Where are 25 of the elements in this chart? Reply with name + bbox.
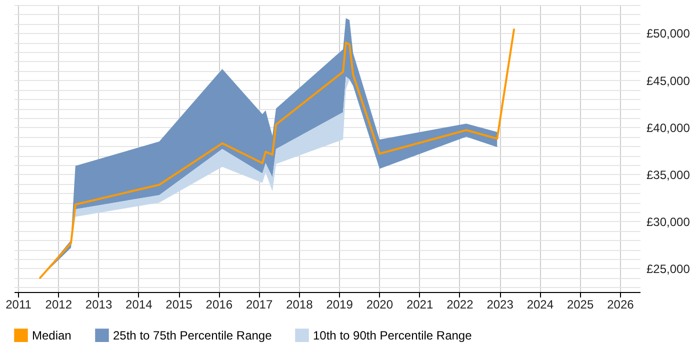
x-tick-label: 2014 — [126, 298, 153, 312]
x-tick-label: 2018 — [286, 298, 314, 312]
x-tick-label: 2026 — [607, 298, 634, 312]
x-tick-label: 2017 — [246, 298, 273, 312]
y-tick-label: £30,000 — [646, 214, 690, 229]
x-tick-label: 2013 — [85, 298, 112, 312]
x-tick-label: 2020 — [366, 298, 394, 312]
legend-label: Median — [32, 328, 72, 342]
x-tick-label: 2015 — [166, 298, 193, 312]
x-tick-label: 2024 — [526, 298, 554, 312]
x-tick-label: 2016 — [206, 298, 233, 312]
x-tick-label: 2011 — [6, 298, 32, 312]
y-tick-label: £25,000 — [646, 262, 690, 276]
x-tick-label: 2023 — [486, 298, 514, 312]
x-tick-label: 2019 — [326, 298, 354, 312]
legend-label: 25th to 75th Percentile Range — [113, 328, 272, 342]
x-tick-label: 2025 — [566, 298, 594, 312]
legend-label: 10th to 90th Percentile Range — [313, 328, 472, 342]
y-tick-label: £50,000 — [646, 26, 690, 41]
x-tick-label: 2012 — [45, 298, 72, 312]
y-tick-label: £35,000 — [646, 168, 690, 182]
x-tick-label: 2021 — [406, 298, 434, 312]
x-tick-label: 2022 — [446, 298, 474, 312]
y-tick-label: £45,000 — [646, 74, 690, 88]
y-tick-label: £40,000 — [646, 120, 690, 135]
